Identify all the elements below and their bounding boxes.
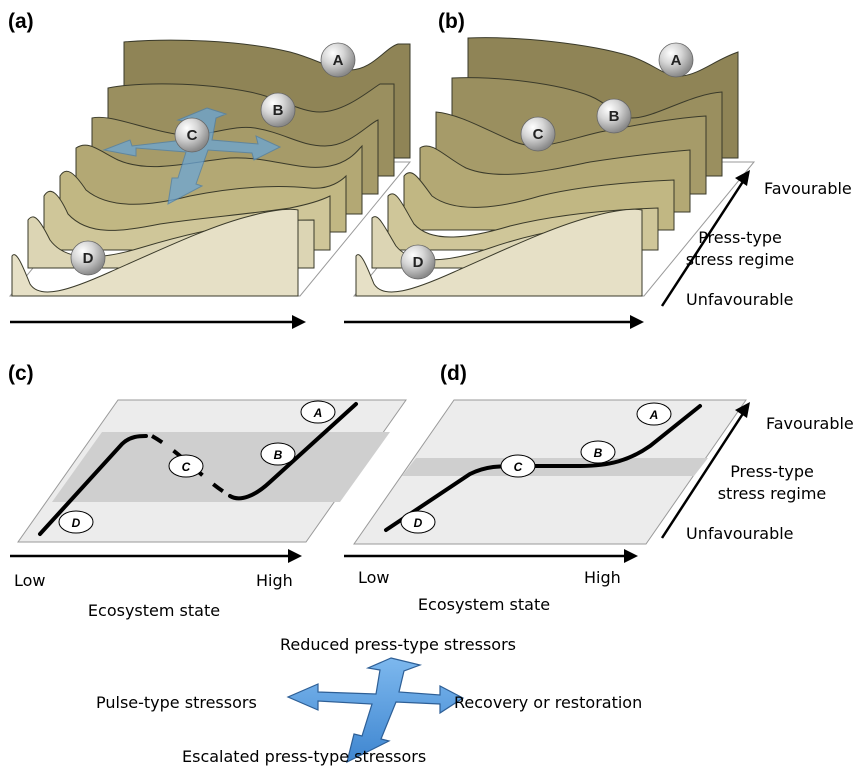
state-oval-b-label: B <box>274 448 283 462</box>
equilibrium-curve-upper <box>228 402 358 501</box>
x-axis-high-label: High <box>584 568 621 587</box>
y-axis-arrow <box>660 402 750 539</box>
x-axis-arrow <box>10 549 302 563</box>
x-axis-arrow <box>344 549 638 563</box>
equilibrium-curve <box>384 404 702 532</box>
state-oval-d-label: D <box>414 516 423 530</box>
axis-press-label-line2: stress regime <box>686 250 795 269</box>
state-oval-a-label: A <box>649 408 659 422</box>
axis-press-label-line1: Press-type <box>698 228 782 247</box>
state-oval-d: D <box>58 510 94 534</box>
axis-favourable-label: Favourable <box>764 179 852 198</box>
state-oval-d-label: D <box>72 516 81 530</box>
state-ball-b-label: B <box>273 102 284 119</box>
legend-pulse-label: Pulse-type stressors <box>96 693 257 712</box>
state-ball-c-label: C <box>533 126 544 143</box>
legend-escalated-press-label: Escalated press-type stressors <box>182 747 426 766</box>
x-axis-low-label: Low <box>358 568 390 587</box>
state-oval-b-label: B <box>594 446 603 460</box>
state-oval-a-label: A <box>313 406 323 420</box>
panel-b: (b) A B C D <box>344 10 852 329</box>
legend-reduced-press-label: Reduced press-type stressors <box>280 635 516 654</box>
state-oval-a: A <box>636 402 672 426</box>
state-oval-c: C <box>168 454 204 478</box>
state-ball-d-label: D <box>83 250 94 267</box>
x-axis-title: Ecosystem state <box>88 601 220 620</box>
landscape-sheet-front <box>11 208 299 297</box>
unstable-equilibrium-dashed <box>151 434 226 494</box>
state-ball-b: B <box>260 92 296 128</box>
state-ball-d: D <box>70 240 106 276</box>
panel-c: (c) A B C D Low High Ecosystem state <box>8 362 407 620</box>
x-axis-low-label: Low <box>14 571 46 590</box>
state-ball-a-label: A <box>333 52 344 69</box>
state-ball-c: C <box>174 117 210 153</box>
state-oval-d: D <box>400 510 436 534</box>
panel-d: (d) A B C D Low High Ecosystem state <box>344 362 854 614</box>
legend-recovery-label: Recovery or restoration <box>454 693 642 712</box>
panel-a-label: (a) <box>8 10 34 33</box>
state-ball-b-label: B <box>609 108 620 125</box>
state-ball-a: A <box>320 42 356 78</box>
x-axis-high-label: High <box>256 571 293 590</box>
panel-a: (a) A B C D <box>8 10 412 329</box>
axis-press-label-line1: Press-type <box>730 462 814 481</box>
legend-cross-arrow-icon <box>286 657 465 764</box>
axis-unfavourable-label: Unfavourable <box>686 290 794 309</box>
axis-favourable-label: Favourable <box>766 414 854 433</box>
x-axis-arrow <box>10 315 306 329</box>
state-oval-c: C <box>500 454 536 478</box>
panel-c-label: (c) <box>8 362 34 385</box>
state-oval-b: B <box>580 440 616 464</box>
state-ball-c: C <box>520 116 556 152</box>
state-oval-c-label: C <box>514 460 523 474</box>
state-ball-c-label: C <box>187 127 198 144</box>
legend: Reduced press-type stressors Pulse-type … <box>96 635 642 766</box>
state-oval-b: B <box>260 442 296 466</box>
state-ball-a-label: A <box>671 52 682 69</box>
axis-press-label-line2: stress regime <box>718 484 827 503</box>
x-axis-arrow <box>344 315 644 329</box>
state-ball-b: B <box>596 98 632 134</box>
equilibrium-curve-lower <box>38 434 148 536</box>
state-oval-c-label: C <box>182 460 191 474</box>
state-ball-d: D <box>400 244 436 280</box>
x-axis-title: Ecosystem state <box>418 595 550 614</box>
panel-b-label: (b) <box>438 10 465 33</box>
panel-d-label: (d) <box>440 362 467 385</box>
state-ball-a: A <box>658 42 694 78</box>
landscape-sheet-front <box>355 208 643 297</box>
axis-unfavourable-label: Unfavourable <box>686 524 794 543</box>
state-oval-a: A <box>300 400 336 424</box>
state-ball-d-label: D <box>413 254 424 271</box>
disturbance-cross-arrow <box>102 107 282 205</box>
y-axis-arrow <box>660 170 750 307</box>
